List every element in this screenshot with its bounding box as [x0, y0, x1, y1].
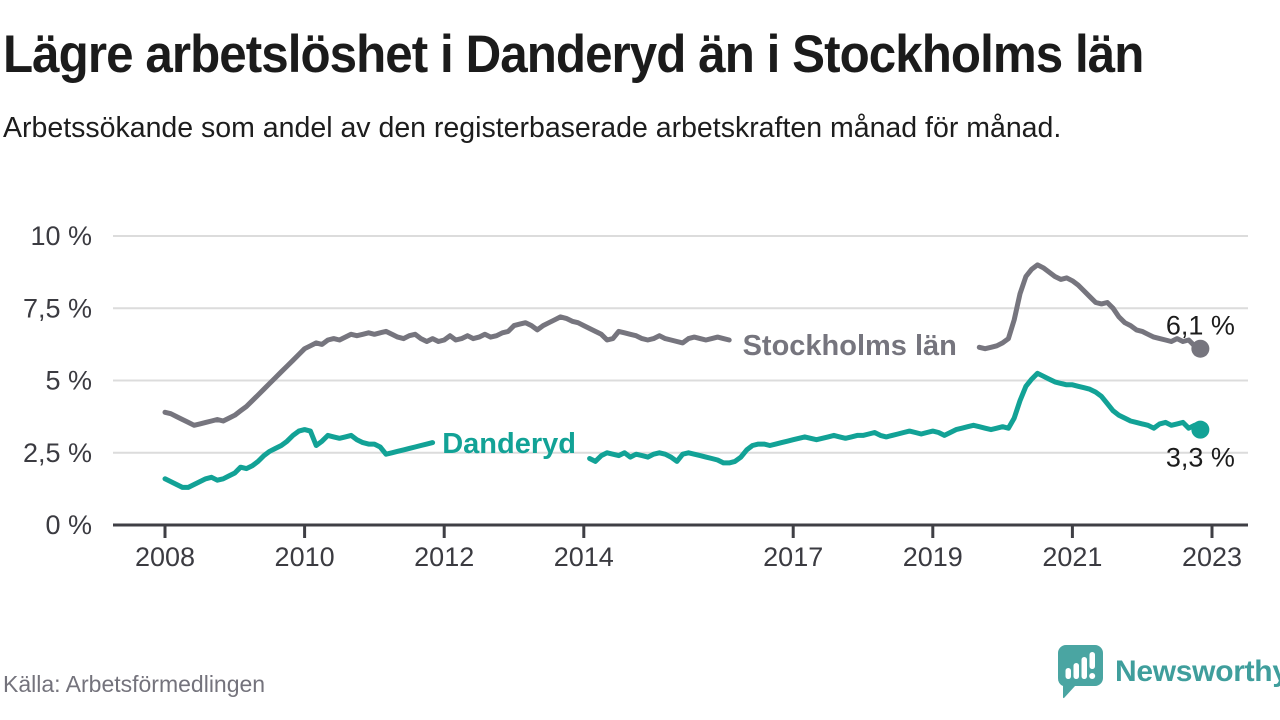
- chart-subtitle: Arbetssökande som andel av den registerb…: [3, 112, 1062, 144]
- y-axis-label: 7,5 %: [23, 293, 92, 323]
- page-title: Lägre arbetslöshet i Danderyd än i Stock…: [3, 25, 1144, 84]
- series-end-dot-danderyd: [1191, 420, 1210, 439]
- x-axis-label: 2010: [275, 542, 335, 572]
- y-axis-label: 5 %: [45, 366, 92, 396]
- x-axis-label: 2023: [1182, 542, 1242, 572]
- logo-bar-3: [1081, 657, 1087, 679]
- series-line-danderyd: [162, 427, 436, 490]
- x-axis-label: 2012: [414, 542, 474, 572]
- series-line-stockholms-l-n: [976, 262, 1203, 352]
- series-label-stockholms-l-n: Stockholms län: [743, 330, 957, 362]
- x-axis-label: 2019: [903, 542, 963, 572]
- logo-bar-2: [1073, 663, 1079, 679]
- brand-name: Newsworthy: [1115, 655, 1280, 688]
- speech-bubble-shape: [1057, 645, 1103, 699]
- x-axis-label: 2017: [763, 542, 823, 572]
- series-label-danderyd: Danderyd: [442, 428, 576, 460]
- y-axis-label: 0 %: [45, 510, 92, 540]
- series-end-value-danderyd: 3,3 %: [1166, 443, 1235, 473]
- series-end-dot-stockholms-l-n: [1191, 339, 1210, 358]
- y-axis-label: 2,5 %: [23, 438, 92, 468]
- x-axis-label: 2014: [554, 542, 614, 572]
- newsworthy-logo-icon: [1057, 645, 1103, 699]
- newsworthy-brand: Newsworthy: [1056, 644, 1280, 700]
- series-line-danderyd: [587, 370, 1203, 466]
- logo-exclamation-dot: [1089, 673, 1096, 679]
- series-line-stockholms-l-n: [162, 314, 732, 428]
- source-note: Källa: Arbetsförmedlingen: [3, 671, 266, 697]
- logo-exclamation-bar: [1089, 652, 1095, 669]
- series-end-value-stockholms-l-n: 6,1 %: [1166, 311, 1235, 341]
- logo-bar-1: [1065, 668, 1071, 679]
- x-axis-label: 2008: [135, 542, 195, 572]
- y-axis-label: 10 %: [30, 221, 92, 251]
- x-axis-label: 2021: [1042, 542, 1102, 572]
